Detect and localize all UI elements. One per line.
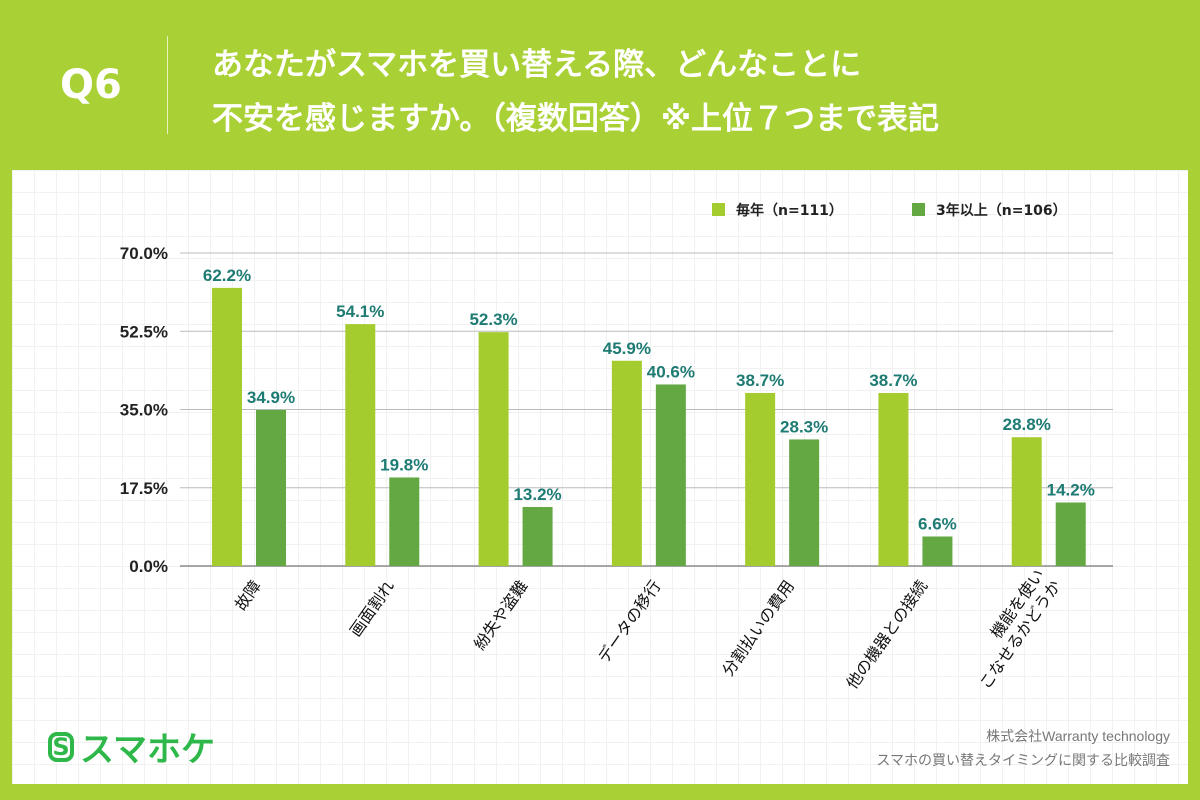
- x-tick-label: 他の機器との接続: [842, 577, 931, 693]
- credit: 株式会社Warranty technology スマホの買い替えタイミングに関す…: [876, 724, 1170, 772]
- x-tick-label: 機能を使いこなせるかどうか: [959, 565, 1064, 692]
- bar: [1055, 502, 1086, 566]
- x-tick-label: 分割払いの費用: [718, 577, 798, 680]
- x-tick-label: データの移行: [594, 577, 665, 667]
- bar: [389, 477, 420, 566]
- data-label: 34.9%: [247, 388, 295, 407]
- title-line-1: あなたがスマホを買い替える際、どんなことに: [212, 47, 862, 83]
- data-label: 38.7%: [736, 371, 784, 390]
- bar: [655, 384, 686, 566]
- data-label: 40.6%: [647, 362, 695, 381]
- data-label: 13.2%: [513, 485, 561, 504]
- legend-swatch: [912, 203, 925, 216]
- data-label: 54.1%: [336, 302, 384, 321]
- page-title: あなたがスマホを買い替える際、どんなことに 不安を感じますか。（複数回答）※上位…: [212, 38, 939, 146]
- x-tick-label: 画面割れ: [346, 577, 398, 640]
- legend-label: 毎年（n=111）: [736, 202, 843, 219]
- survey-name: スマホの買い替えタイミングに関する比較調査: [876, 752, 1170, 768]
- bar: [345, 324, 376, 566]
- data-label: 14.2%: [1047, 481, 1095, 500]
- data-label: 52.3%: [469, 310, 517, 329]
- question-number: Q6: [60, 62, 122, 108]
- bar: [1011, 437, 1042, 566]
- data-label: 28.8%: [1003, 415, 1051, 434]
- bar: [745, 392, 776, 566]
- bar: [878, 392, 909, 566]
- logo: S スマホケ: [48, 722, 215, 771]
- logo-s-icon: S: [48, 731, 74, 762]
- y-tick-label: 17.5%: [120, 479, 168, 498]
- divider: [167, 36, 168, 134]
- title-line-2: 不安を感じますか。（複数回答）※上位７つまで表記: [212, 101, 940, 137]
- data-label: 19.8%: [380, 455, 428, 474]
- data-label: 38.7%: [869, 371, 917, 390]
- company-name: 株式会社Warranty technology: [986, 728, 1170, 744]
- bar: [611, 360, 642, 566]
- data-label: 6.6%: [918, 514, 957, 533]
- legend-swatch: [712, 203, 725, 216]
- bar: [478, 332, 509, 566]
- bar: [789, 439, 820, 566]
- bar: [212, 287, 242, 566]
- data-label: 62.2%: [203, 266, 251, 285]
- data-label: 28.3%: [780, 417, 828, 436]
- bar: [256, 409, 286, 566]
- logo-text: スマホケ: [80, 730, 215, 770]
- y-tick-label: 52.5%: [120, 322, 168, 341]
- chart-card: [12, 170, 1188, 784]
- data-label: 45.9%: [603, 339, 651, 358]
- x-tick-label: 紛失や盗難: [470, 577, 531, 653]
- x-tick-label: 故障: [231, 577, 265, 614]
- y-tick-label: 0.0%: [129, 557, 168, 576]
- legend-label: 3年以上（n=106）: [936, 202, 1067, 219]
- y-tick-label: 70.0%: [120, 244, 168, 263]
- bar: [522, 506, 553, 566]
- y-tick-label: 35.0%: [120, 401, 168, 420]
- bar: [922, 536, 953, 566]
